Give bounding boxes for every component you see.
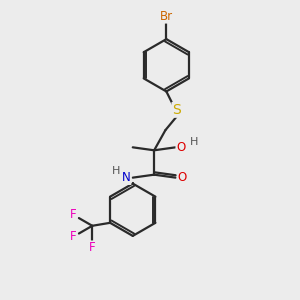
Text: S: S	[172, 103, 181, 117]
Text: Br: Br	[160, 10, 173, 23]
Text: H: H	[190, 137, 198, 147]
Text: H: H	[112, 166, 121, 176]
Text: F: F	[70, 208, 76, 221]
Text: N: N	[122, 171, 130, 184]
Text: O: O	[178, 171, 187, 184]
Text: F: F	[89, 241, 96, 254]
Text: F: F	[70, 230, 76, 243]
Text: O: O	[176, 141, 185, 154]
